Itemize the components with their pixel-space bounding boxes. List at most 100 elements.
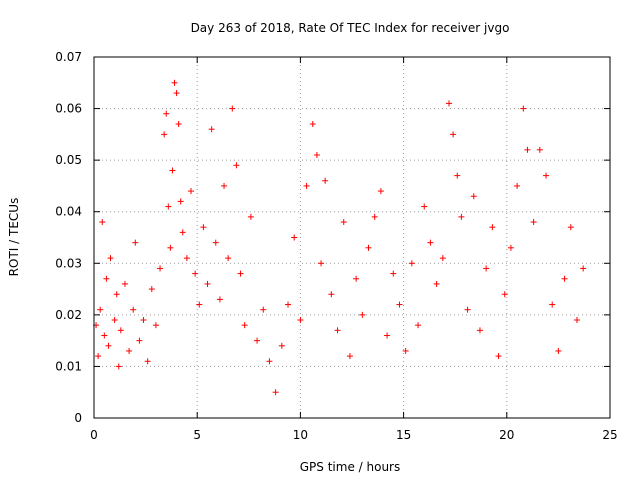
data-point	[365, 244, 372, 251]
y-tick-label: 0.07	[55, 50, 82, 64]
data-point	[454, 172, 461, 179]
data-point	[334, 327, 341, 334]
data-point	[113, 291, 120, 298]
data-point	[470, 193, 477, 200]
data-point	[402, 347, 409, 354]
x-tick-label: 15	[396, 428, 411, 442]
data-point	[111, 317, 118, 324]
x-ticks: 0 5 10 15 20 25	[90, 57, 618, 442]
data-point	[140, 317, 147, 324]
data-point	[229, 105, 236, 112]
data-point	[208, 126, 215, 133]
data-point	[130, 306, 137, 313]
data-point	[216, 296, 223, 303]
data-point	[173, 90, 180, 97]
data-point	[446, 100, 453, 107]
data-point	[371, 213, 378, 220]
data-point	[476, 327, 483, 334]
data-point	[115, 363, 122, 370]
data-point	[573, 317, 580, 324]
data-point	[408, 260, 415, 267]
data-point	[266, 358, 273, 365]
data-point	[241, 322, 248, 329]
data-point	[291, 234, 298, 241]
data-point	[157, 265, 164, 272]
data-point	[359, 311, 366, 318]
data-point	[303, 182, 310, 189]
data-point	[549, 301, 556, 308]
y-tick-label: 0.02	[55, 308, 82, 322]
data-point	[415, 322, 422, 329]
data-point	[580, 265, 587, 272]
y-axis-label: ROTI / TECUs	[7, 198, 21, 277]
x-tick-label: 20	[499, 428, 514, 442]
data-point	[161, 131, 168, 138]
data-point	[99, 219, 106, 226]
data-point	[396, 301, 403, 308]
data-point	[507, 244, 514, 251]
data-point	[555, 347, 562, 354]
plot-frame	[93, 56, 611, 419]
data-point	[144, 358, 151, 365]
data-point	[377, 188, 384, 195]
x-tick-label: 0	[90, 428, 98, 442]
data-point	[169, 167, 176, 174]
data-point	[132, 239, 139, 246]
data-point	[309, 121, 316, 128]
data-point	[567, 224, 574, 231]
data-point	[254, 337, 261, 344]
data-point	[95, 353, 102, 360]
y-tick-label: 0.03	[55, 256, 82, 270]
data-point	[97, 306, 104, 313]
data-point	[421, 203, 428, 210]
data-point	[192, 270, 199, 277]
data-point	[514, 182, 521, 189]
data-point	[117, 327, 124, 334]
data-point	[489, 224, 496, 231]
data-point	[101, 332, 108, 339]
data-point	[247, 213, 254, 220]
y-tick-label: 0.05	[55, 153, 82, 167]
data-point	[483, 265, 490, 272]
data-point	[165, 203, 172, 210]
data-point	[177, 198, 184, 205]
data-point	[148, 286, 155, 293]
data-point	[495, 353, 502, 360]
data-point	[536, 146, 543, 153]
data-point	[272, 389, 279, 396]
data-point	[524, 146, 531, 153]
y-ticks: 0 0.01 0.02 0.03 0.04 0.05 0.06 0.07	[55, 50, 610, 425]
data-point	[121, 280, 128, 287]
data-point	[225, 255, 232, 262]
data-point	[340, 219, 347, 226]
data-point	[152, 322, 159, 329]
data-point	[167, 244, 174, 251]
data-point	[233, 162, 240, 169]
data-point	[196, 301, 203, 308]
data-point	[520, 105, 527, 112]
data-point	[103, 275, 110, 282]
data-point	[221, 182, 228, 189]
data-point	[318, 260, 325, 267]
data-point	[278, 342, 285, 349]
data-point	[322, 177, 329, 184]
data-point	[346, 353, 353, 360]
data-point	[450, 131, 457, 138]
data-point	[458, 213, 465, 220]
points-layer	[93, 79, 587, 396]
data-point	[439, 255, 446, 262]
data-point	[384, 332, 391, 339]
y-tick-label: 0.01	[55, 359, 82, 373]
data-point	[433, 280, 440, 287]
x-tick-label: 25	[602, 428, 617, 442]
x-tick-label: 5	[193, 428, 201, 442]
data-point	[390, 270, 397, 277]
data-point	[427, 239, 434, 246]
data-point	[530, 219, 537, 226]
data-point	[297, 317, 304, 324]
data-point	[464, 306, 471, 313]
data-point	[126, 347, 133, 354]
data-point	[285, 301, 292, 308]
grid	[94, 57, 610, 418]
